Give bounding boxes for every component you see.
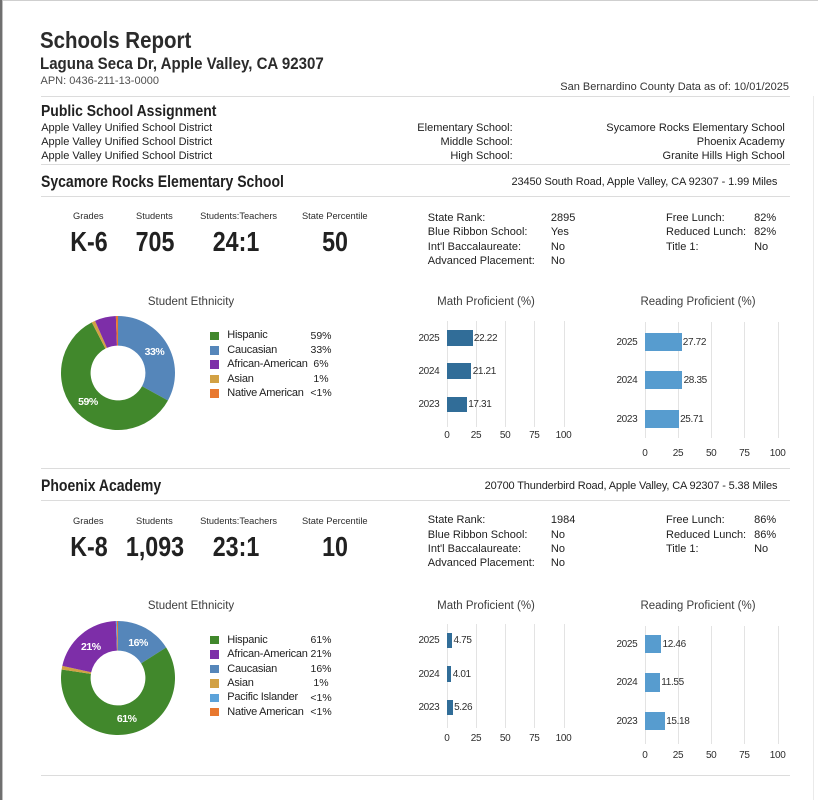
svg-text:59%: 59% xyxy=(78,395,99,407)
svg-text:61%: 61% xyxy=(117,713,138,725)
svg-text:33%: 33% xyxy=(144,346,165,358)
svg-text:16%: 16% xyxy=(128,637,149,649)
svg-text:21%: 21% xyxy=(81,641,102,653)
